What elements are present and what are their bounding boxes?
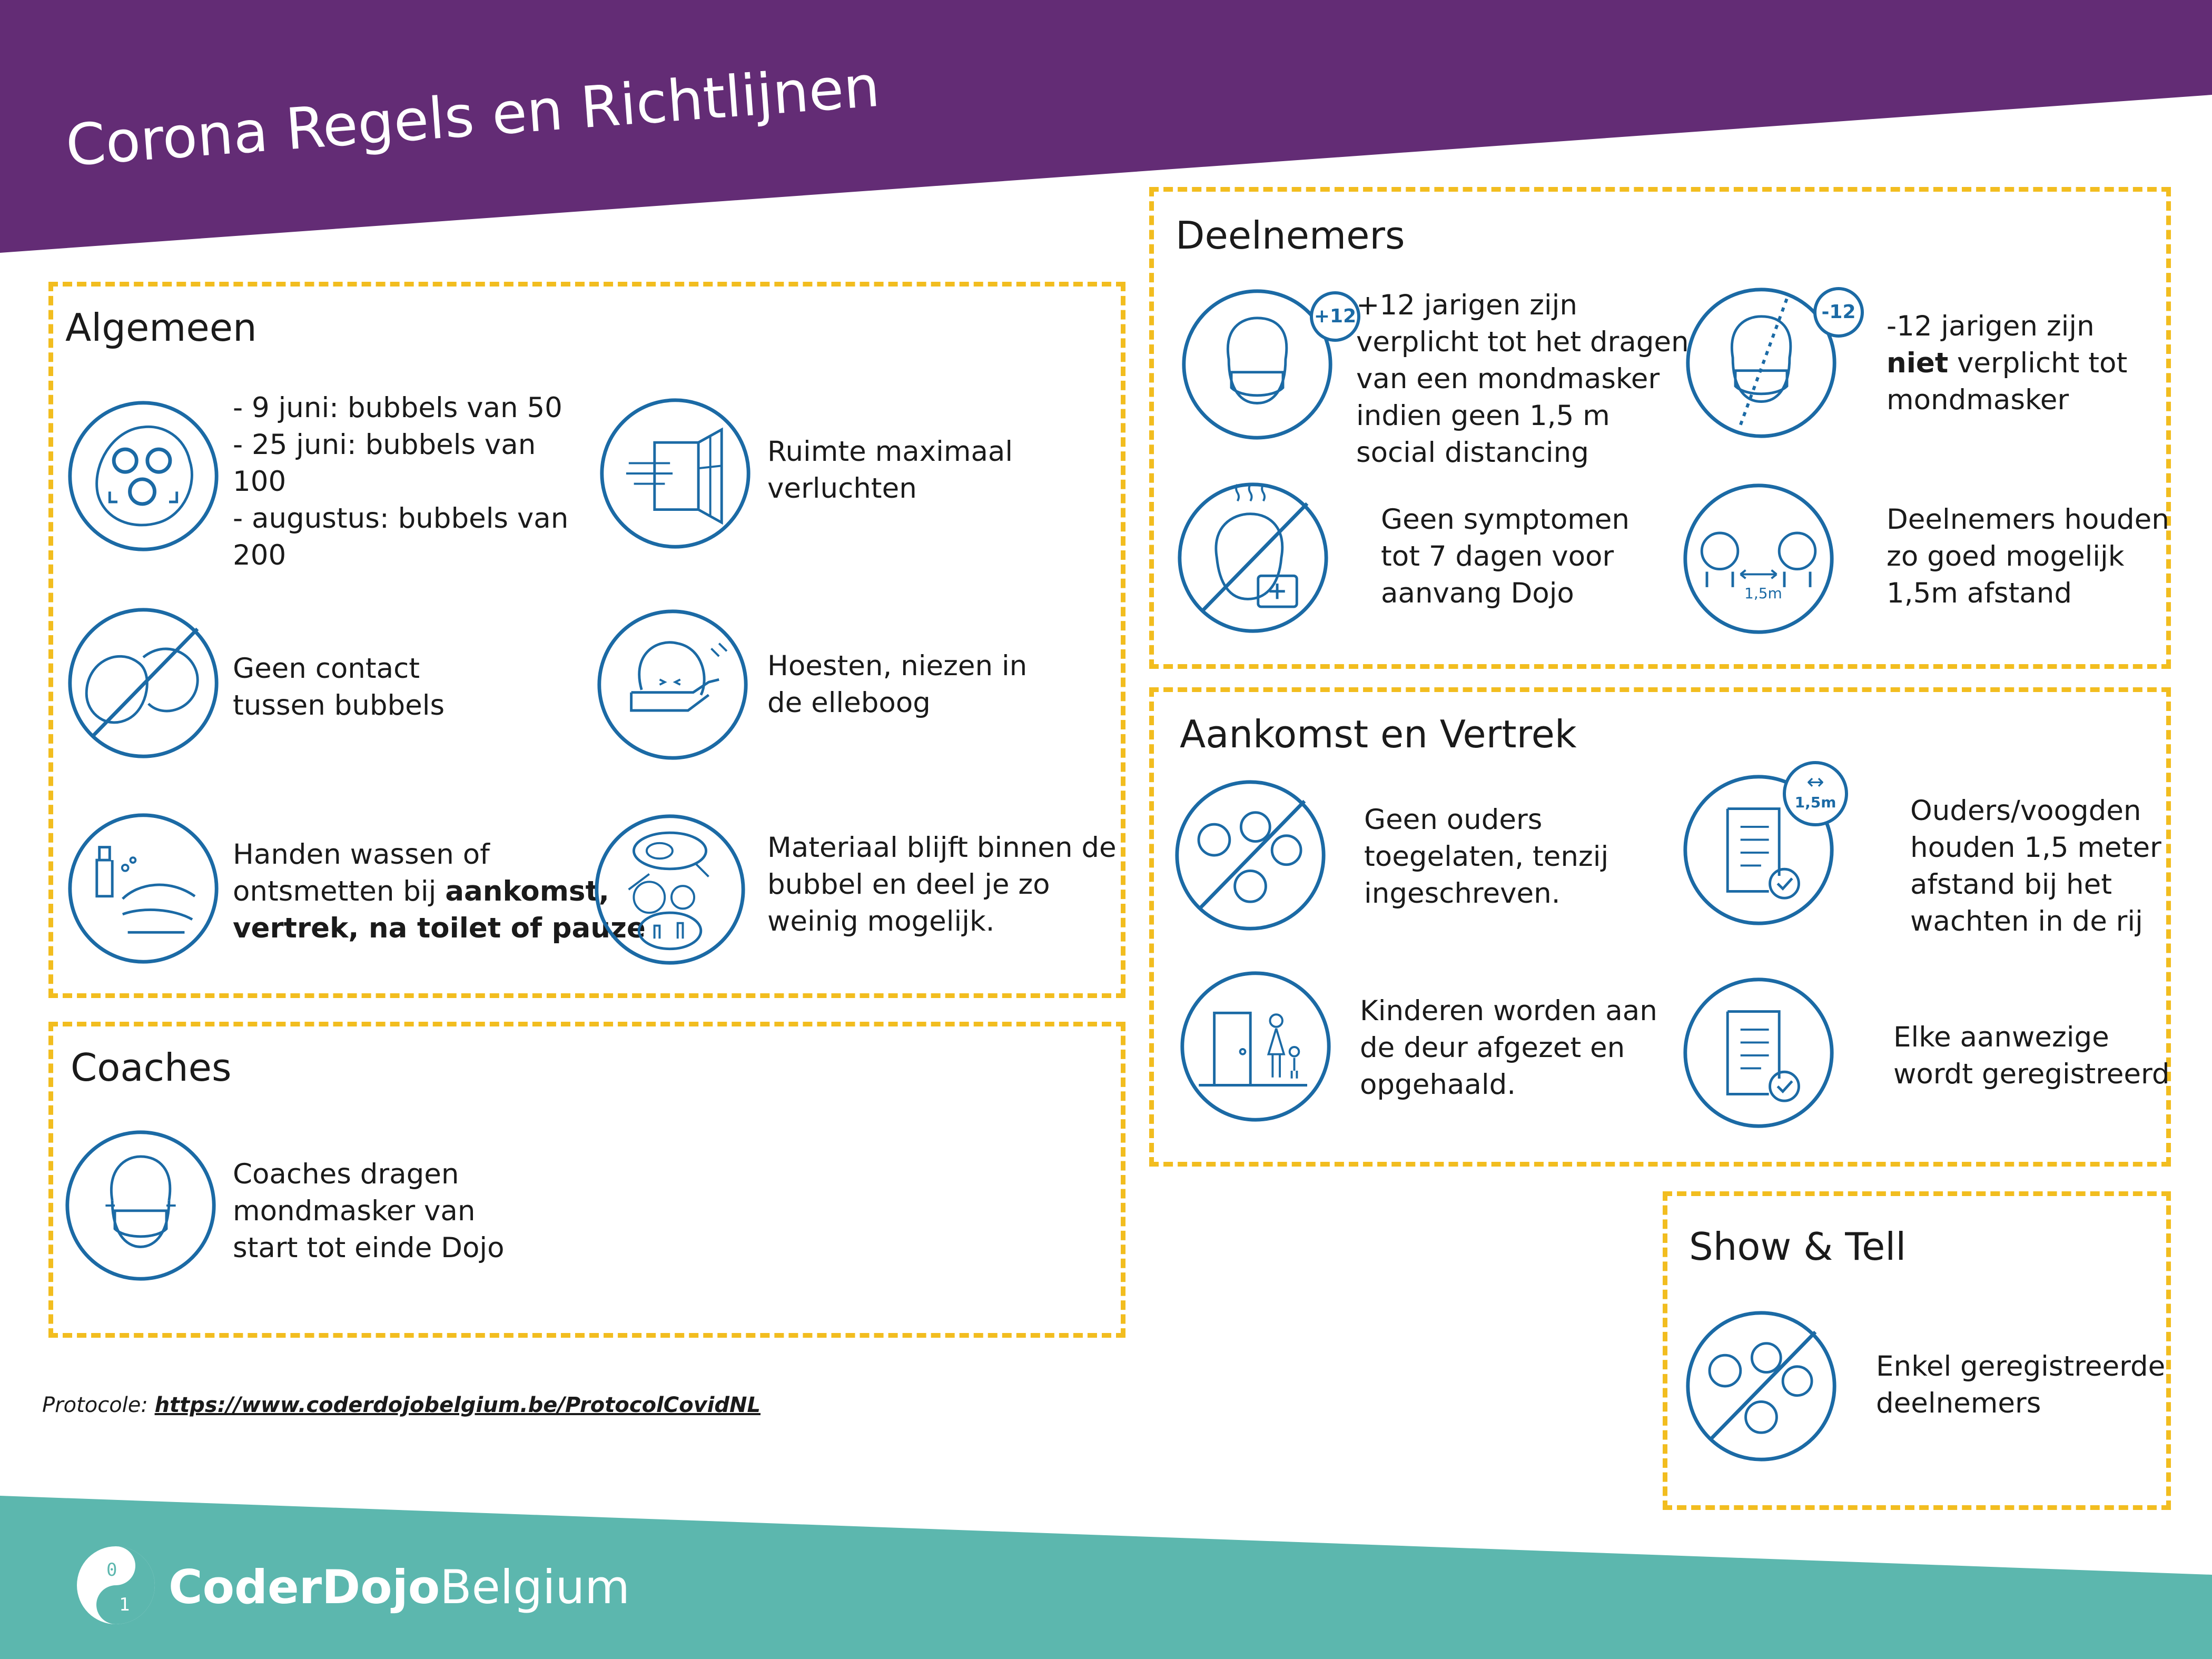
section-heading-deelnemers: Deelnemers <box>1176 213 1405 258</box>
protocol-link[interactable]: https://www.coderdojobelgium.be/Protocol… <box>154 1393 761 1417</box>
section-heading-aankomst: Aankomst en Vertrek <box>1180 712 1577 756</box>
rule-min12-text: -12 jarigen zijn niet verplicht tot mond… <box>1887 310 2128 416</box>
no-contact-icon <box>66 606 221 761</box>
protocol-line: Protocole: https://www.coderdojobelgium.… <box>42 1393 761 1417</box>
toys-icon <box>592 812 747 967</box>
section-algemeen <box>48 282 1125 998</box>
rule-door-text: Kinderen worden aan de deur afgezet en o… <box>1360 995 1657 1101</box>
bubble-group-icon <box>66 399 221 554</box>
section-coaches <box>48 1022 1125 1338</box>
rule-queue-text: Ouders/voogden houden 1,5 meter afstand … <box>1910 795 2161 937</box>
rule-show-tell-text: Enkel geregistreerde deelnemers <box>1876 1350 2166 1419</box>
rule-symptoms-text: Geen symptomen tot 7 dagen voor aanvang … <box>1381 503 1630 609</box>
section-aankomst <box>1149 687 2171 1167</box>
section-deelnemers <box>1149 187 2171 669</box>
distance-label: 1,5m <box>1744 585 1782 602</box>
rule-hands-text: Handen wassen of ontsmetten bij aankomst… <box>233 838 646 944</box>
rule-plus12-text: +12 jarigen zijn verplicht tot het drage… <box>1356 289 1689 469</box>
section-heading-coaches: Coaches <box>71 1045 232 1090</box>
svg-text:0: 0 <box>106 1559 117 1581</box>
brand-name: CoderDojoBelgium <box>169 1560 630 1614</box>
section-heading-show-tell: Show & Tell <box>1689 1224 1907 1269</box>
hand-wash-icon <box>66 811 221 966</box>
section-show-tell <box>1663 1191 2171 1510</box>
rule-cough-text: Hoesten, niezen in de elleboog <box>767 650 1028 719</box>
mask-min12-icon <box>1684 285 1839 440</box>
rule-register-text: Elke aanwezige wordt geregistreerd <box>1893 1021 2170 1090</box>
face-mask-icon <box>63 1128 218 1283</box>
open-window-icon <box>598 396 753 551</box>
svg-text:1: 1 <box>119 1594 130 1615</box>
rule-no-contact-text: Geen contact tussen bubbels <box>233 653 445 722</box>
checklist-icon <box>1681 975 1836 1130</box>
distance-icon <box>1681 481 1836 636</box>
checklist-distance-icon <box>1681 773 1836 927</box>
footer-band <box>0 1496 2212 1659</box>
mask-plus12-icon <box>1180 287 1335 442</box>
no-symptoms-icon <box>1176 480 1330 635</box>
rule-coaches-mask-text: Coaches dragen mondmasker van start tot … <box>233 1158 505 1264</box>
rule-no-parents-text: Geen ouders toegelaten, tenzij ingeschre… <box>1364 804 1609 910</box>
no-parents-icon <box>1173 778 1328 933</box>
protocol-label: Protocole: <box>42 1393 155 1417</box>
cough-elbow-icon <box>595 607 750 762</box>
badge-plus12: +12 <box>1310 291 1360 342</box>
group-crossed-icon <box>1684 1309 1839 1464</box>
badge-min12: -12 <box>1813 287 1864 338</box>
door-icon <box>1178 969 1333 1124</box>
header-band <box>0 0 2212 253</box>
queue-distance-badge: ↔ 1,5m <box>1783 761 1848 826</box>
rule-bubbles-text: - 9 juni: bubbels van 50 - 25 juni: bubb… <box>233 392 569 571</box>
coderdojo-logo: 0 1 <box>74 1543 158 1627</box>
rule-material-text: Materiaal blijft binnen de bubbel en dee… <box>767 832 1117 937</box>
rule-ventilate-text: Ruimte maximaal verluchten <box>767 436 1013 505</box>
rule-distance-text: Deelnemers houden zo goed mogelijk 1,5m … <box>1887 503 2169 609</box>
double-arrow-icon: ↔ <box>1806 770 1824 794</box>
section-heading-algemeen: Algemeen <box>65 305 257 350</box>
